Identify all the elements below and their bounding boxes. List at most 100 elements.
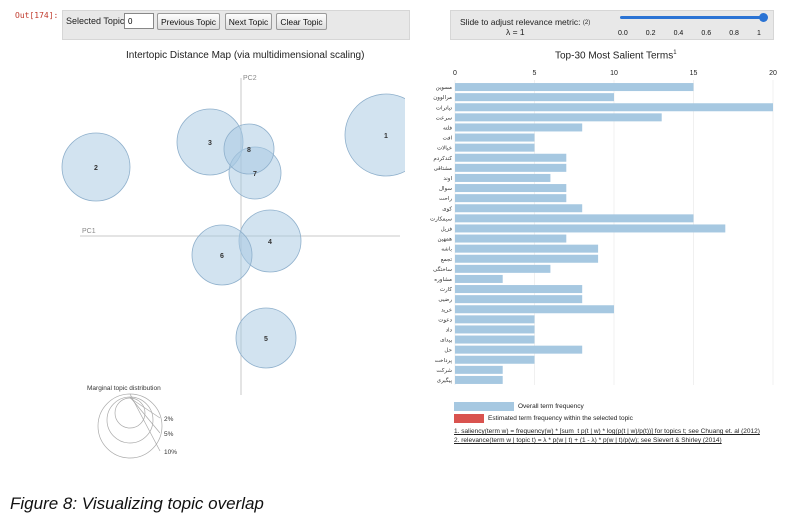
x-tick-label-0: 0 xyxy=(453,70,457,77)
term-bar-27 xyxy=(455,355,535,364)
relevance-panel xyxy=(450,10,774,40)
legend-label-topic: Estimated term frequency within the sele… xyxy=(488,415,633,422)
intertopic-map: 1 2 3 4 5 6 7 8 PC2 PC1 Marginal topic d… xyxy=(61,75,405,459)
term-label-24: داد xyxy=(446,327,453,333)
relevance-slider-handle[interactable] xyxy=(759,13,768,22)
marginal-circle-2 xyxy=(114,397,146,429)
term-label-28: شرکت xyxy=(436,367,452,374)
term-label-13: سیمکارت xyxy=(430,215,452,222)
term-bar-6 xyxy=(455,143,535,152)
salient-terms-title-text: Top-30 Most Salient Terms xyxy=(555,50,674,62)
clear-topic-button[interactable]: Clear Topic xyxy=(276,13,327,30)
term-label-11: راحت xyxy=(439,196,452,202)
term-bar-17 xyxy=(455,254,599,263)
relevance-tick-1: 0.2 xyxy=(645,30,656,37)
term-bar-4 xyxy=(455,123,583,132)
topic-circle-8[interactable] xyxy=(223,123,275,175)
term-label-17: تجمع xyxy=(441,257,453,263)
legend-swatch-topic xyxy=(454,414,484,423)
pc2-label: PC2 xyxy=(243,75,257,82)
topic-label-6: 6 xyxy=(220,253,224,260)
term-bar-25 xyxy=(455,335,535,344)
topic-circle-2[interactable] xyxy=(61,132,131,202)
term-label-14: فزیل xyxy=(441,226,453,232)
term-label-25: پیدای xyxy=(440,338,452,344)
term-label-12: کوی xyxy=(442,205,452,212)
marginal-legend-title: Marginal topic distribution xyxy=(87,385,161,392)
term-bar-10 xyxy=(455,184,567,193)
term-label-10: سوال xyxy=(439,186,452,192)
previous-topic-button[interactable]: Previous Topic xyxy=(157,13,220,30)
relevance-label: Slide to adjust relevance metric: (2) xyxy=(460,17,590,27)
term-bar-0 xyxy=(455,83,694,92)
term-label-21: رضیی xyxy=(438,297,452,303)
legend-label-overall: Overall term frequency xyxy=(518,403,584,410)
term-bar-18 xyxy=(455,264,551,273)
selected-topic-input[interactable] xyxy=(124,13,154,29)
term-bar-23 xyxy=(455,315,535,324)
topic-circle-1[interactable] xyxy=(344,93,405,177)
intertopic-map-title: Intertopic Distance Map (via multidimens… xyxy=(126,50,365,61)
term-label-20: کارت xyxy=(440,286,453,293)
x-tick-label-1: 5 xyxy=(533,70,537,77)
x-tick-label-4: 20 xyxy=(769,70,777,77)
relevance-footnote-ref: (2) xyxy=(582,20,591,26)
x-tick-label-3: 15 xyxy=(690,70,698,77)
x-tick-label-2: 10 xyxy=(610,70,618,77)
topic-label-3: 3 xyxy=(208,140,212,147)
term-bar-14 xyxy=(455,224,726,233)
legend-swatch-overall xyxy=(454,402,514,411)
topic-label-1: 1 xyxy=(384,133,388,140)
relevance-tick-0: 0.0 xyxy=(618,30,628,37)
term-bar-7 xyxy=(455,153,567,162)
term-bar-5 xyxy=(455,133,535,142)
marginal-line-10 xyxy=(129,393,161,452)
topic-label-8: 8 xyxy=(247,147,251,154)
marginal-line-2 xyxy=(129,397,161,419)
term-label-16: باشه xyxy=(441,247,452,253)
term-label-29: پیگیری xyxy=(437,377,453,384)
term-label-23: دعوت xyxy=(438,317,452,323)
output-cell-label: Out[174]: xyxy=(15,11,59,20)
term-label-2: تیاترات xyxy=(436,105,453,111)
relevance-tick-3: 0.6 xyxy=(701,30,712,37)
term-label-19: مشاوره xyxy=(434,277,452,283)
term-label-22: خرید xyxy=(441,307,452,313)
topic-circle-6[interactable] xyxy=(191,224,253,286)
lambda-value: λ = 1 xyxy=(506,27,525,37)
term-bar-28 xyxy=(455,365,503,374)
term-bar-9 xyxy=(455,173,551,182)
topic-circle-5[interactable] xyxy=(235,307,297,369)
relevance-tick-4: 0.8 xyxy=(729,30,739,37)
term-bar-13 xyxy=(455,214,694,223)
term-label-8: مشتاقی xyxy=(434,166,452,172)
term-label-4: فلته xyxy=(443,125,452,131)
relevance-slider-track[interactable] xyxy=(620,16,763,19)
marginal-label-5: 5% xyxy=(164,431,174,438)
term-label-7: کندکردم xyxy=(433,155,452,162)
term-bar-2 xyxy=(455,103,773,112)
next-topic-button[interactable]: Next Topic xyxy=(225,13,272,30)
topic-label-4: 4 xyxy=(268,239,272,246)
marginal-label-10: 10% xyxy=(164,449,177,456)
term-bar-22 xyxy=(455,305,614,314)
term-label-3: سرعت xyxy=(436,115,453,121)
salient-terms-title: Top-30 Most Salient Terms1 xyxy=(555,50,677,61)
term-bar-26 xyxy=(455,345,583,354)
salient-terms-title-sup: 1 xyxy=(673,50,677,56)
relevance-tick-5: 1 xyxy=(757,30,761,37)
marginal-label-2: 2% xyxy=(164,416,174,423)
term-bar-24 xyxy=(455,325,535,334)
term-bar-3 xyxy=(455,113,662,122)
term-bar-21 xyxy=(455,295,583,304)
selected-topic-label: Selected Topic: xyxy=(66,16,127,26)
term-label-1: مرالوون xyxy=(433,95,452,101)
term-bar-16 xyxy=(455,244,599,253)
relevance-label-text: Slide to adjust relevance metric: xyxy=(460,17,581,27)
footnote-saliency[interactable]: 1. saliency(term w) = frequency(w) * [su… xyxy=(454,428,760,435)
footnote-relevance[interactable]: 2. relevance(term w | topic t) = λ * p(w… xyxy=(454,437,722,444)
term-bar-8 xyxy=(455,163,567,172)
term-label-6: خیالات xyxy=(437,146,452,152)
term-label-18: ساختگی xyxy=(433,266,452,273)
term-label-27: پرداخت xyxy=(435,358,453,364)
